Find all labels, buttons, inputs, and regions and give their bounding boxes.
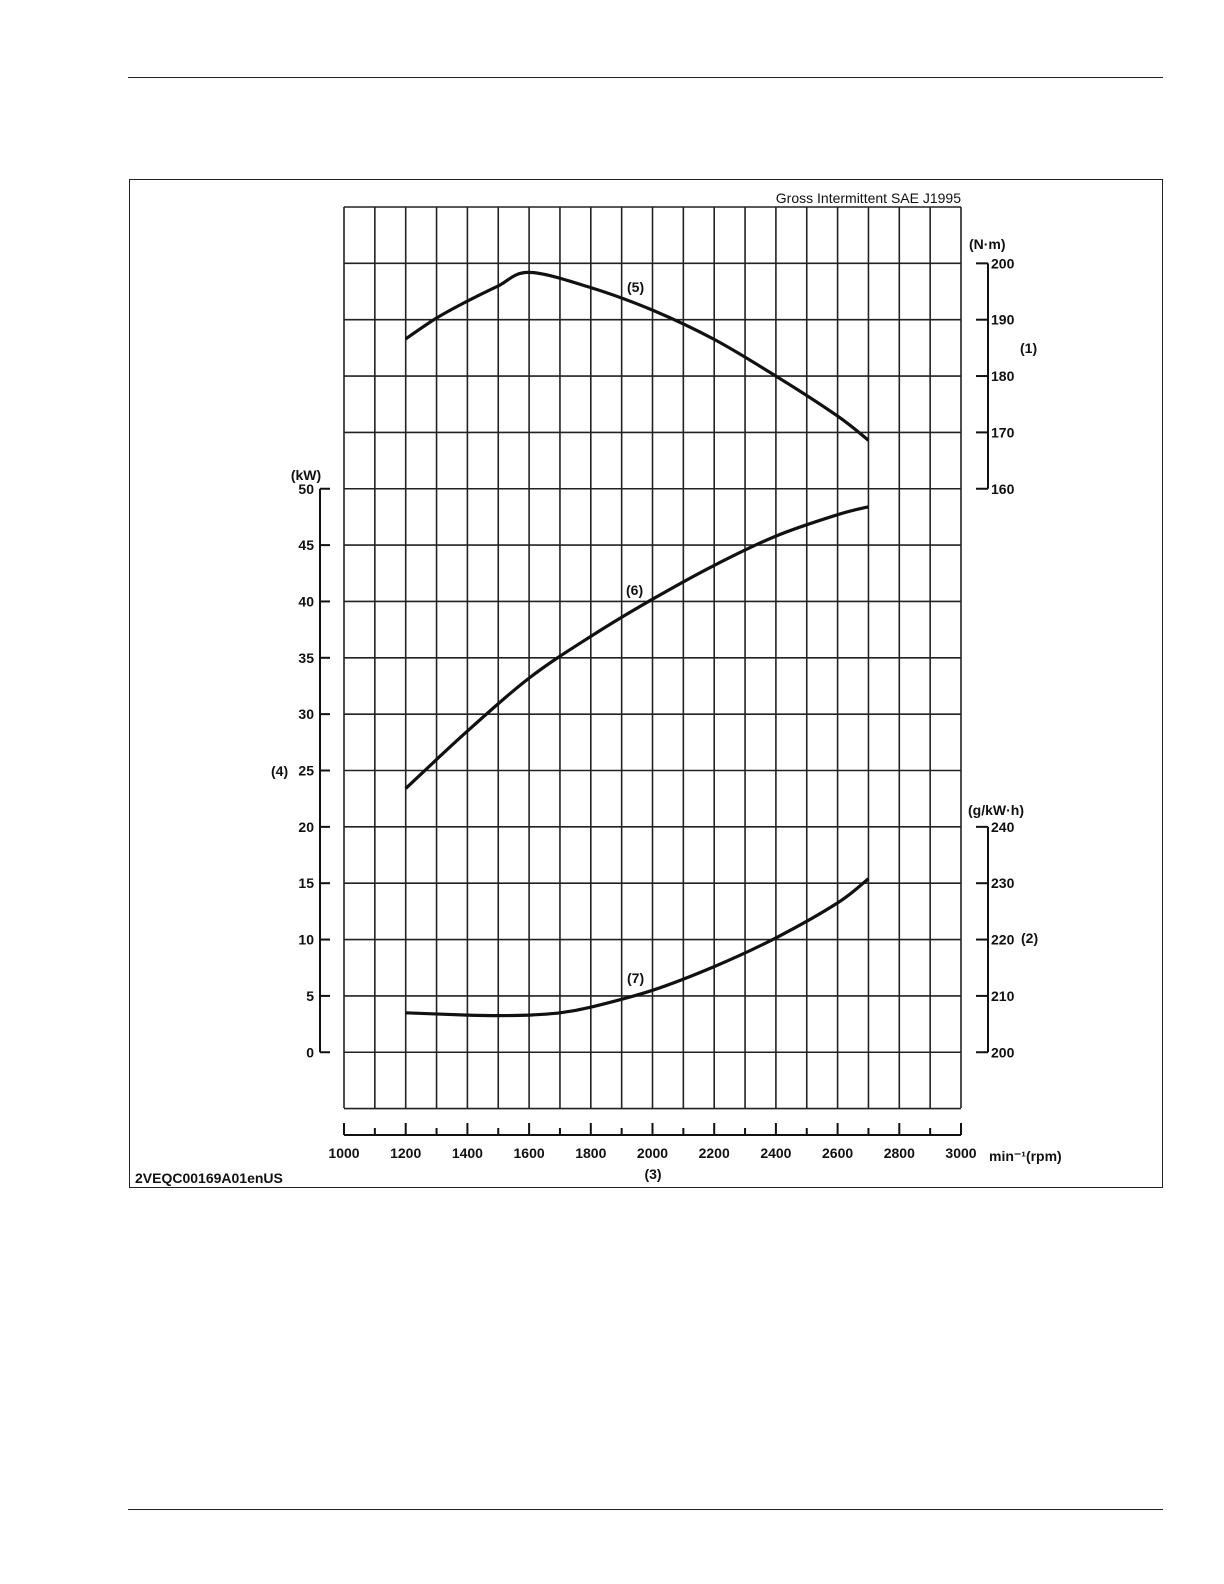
- x-tick-label: 1800: [575, 1145, 606, 1161]
- torque-tick-label: 170: [991, 424, 1015, 440]
- power-tick-label: 0: [306, 1044, 314, 1060]
- series-label: (6): [626, 582, 643, 598]
- fuel-tick-label: 230: [991, 875, 1015, 891]
- power-tick-label: 35: [298, 650, 314, 666]
- x-axis-unit-label: min⁻¹(rpm): [989, 1148, 1062, 1164]
- x-tick-label: 1400: [452, 1145, 483, 1161]
- torque-axis-callout: (1): [1020, 340, 1037, 356]
- torque-tick-label: 200: [991, 255, 1015, 271]
- power-curve: [404, 505, 869, 790]
- x-tick-label: 3000: [945, 1145, 976, 1161]
- power-tick-label: 20: [298, 819, 314, 835]
- x-axis-callout: (3): [644, 1166, 661, 1182]
- x-tick-label: 1200: [390, 1145, 421, 1161]
- power-tick-label: 5: [306, 988, 314, 1004]
- footer-rule: [128, 1509, 1163, 1510]
- grid: [343, 206, 962, 1110]
- power-tick-label: 50: [298, 481, 314, 497]
- torque-tick-label: 180: [991, 368, 1015, 384]
- power-axis-unit-label: (kW): [291, 467, 321, 483]
- power-tick-label: 10: [298, 932, 314, 948]
- axes: [319, 262, 989, 1136]
- fuel-tick-label: 220: [991, 932, 1015, 948]
- engine-performance-chart: Gross Intermittent SAE J1995 2VEQC00169A…: [135, 190, 1062, 1186]
- labels: Gross Intermittent SAE J1995 2VEQC00169A…: [135, 190, 1062, 1186]
- power-tick-label: 40: [298, 593, 314, 609]
- torque-tick-label: 190: [991, 312, 1015, 328]
- power-tick-label: 45: [298, 537, 314, 553]
- x-tick-label: 2400: [760, 1145, 791, 1161]
- fuel-tick-label: 240: [991, 819, 1015, 835]
- chart-title: Gross Intermittent SAE J1995: [776, 190, 961, 206]
- header-rule: [128, 77, 1163, 78]
- x-tick-label: 2000: [637, 1145, 668, 1161]
- fuel-consumption-curve: [405, 877, 870, 1018]
- figure-id: 2VEQC00169A01enUS: [135, 1170, 283, 1186]
- x-tick-label: 2800: [884, 1145, 915, 1161]
- chart-frame: Gross Intermittent SAE J1995 2VEQC00169A…: [129, 179, 1163, 1188]
- torque-axis-unit-label: (N·m): [969, 236, 1006, 252]
- series: [404, 270, 870, 1018]
- fuel-axis-callout: (2): [1021, 930, 1038, 946]
- torque-curve: [404, 270, 870, 442]
- power-tick-label: 30: [298, 706, 314, 722]
- power-axis-callout: (4): [271, 763, 288, 779]
- x-tick-label: 2200: [699, 1145, 730, 1161]
- series-label: (7): [627, 970, 644, 986]
- fuel-tick-label: 210: [991, 988, 1015, 1004]
- torque-tick-label: 160: [991, 481, 1015, 497]
- power-tick-label: 25: [298, 763, 314, 779]
- x-tick-label: 2600: [822, 1145, 853, 1161]
- x-tick-label: 1600: [514, 1145, 545, 1161]
- fuel-axis-unit-label: (g/kW·h): [968, 802, 1024, 818]
- x-tick-label: 1000: [328, 1145, 359, 1161]
- power-tick-label: 15: [298, 875, 314, 891]
- series-label: (5): [627, 279, 644, 295]
- fuel-tick-label: 200: [991, 1044, 1015, 1060]
